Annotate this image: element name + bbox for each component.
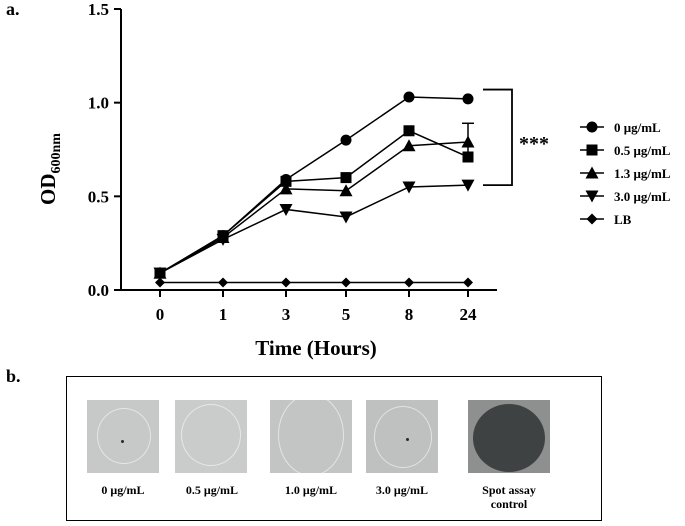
spot-label-0ugml: 0 μg/mL	[101, 483, 145, 497]
data-point	[218, 277, 228, 288]
data-point	[340, 134, 352, 146]
data-point	[462, 151, 474, 163]
data-point	[280, 175, 292, 187]
series-line-3	[159, 184, 469, 274]
legend-marker	[585, 166, 599, 179]
panel-a-label: a.	[6, 0, 20, 19]
data-point	[403, 125, 415, 137]
x-tick-label: 3	[282, 305, 291, 324]
legend-marker	[586, 213, 598, 225]
data-point	[340, 172, 352, 184]
series-line-1	[159, 129, 469, 274]
legend-label: 0 μg/mL	[614, 120, 661, 135]
spot-label-1-0ugml: 1.0 μg/mL	[284, 483, 338, 497]
y-tick-label: 1.5	[88, 0, 109, 19]
data-point	[341, 277, 351, 288]
data-point	[279, 182, 293, 195]
spot-label-control: Spot assay control	[482, 483, 536, 511]
x-tick-label: 8	[405, 305, 414, 324]
spot-label-3-0ugml: 3.0 μg/mL	[375, 483, 429, 497]
y-axis-label: OD600nm	[36, 133, 64, 205]
spot-assay-panel: 0 μg/mL 0.5 μg/mL 1.0 μg/mL 3.0 μg/mL Sp…	[66, 376, 602, 521]
data-point	[461, 135, 475, 148]
x-tick-label: 0	[156, 305, 165, 324]
panel-b-label: b.	[6, 366, 21, 386]
legend-marker	[586, 144, 598, 156]
data-point	[404, 277, 414, 288]
data-point	[463, 277, 473, 288]
y-tick-label: 0.5	[88, 187, 109, 206]
spot-image-control	[468, 400, 550, 473]
significance-label: ***	[519, 133, 549, 155]
data-point	[279, 203, 293, 216]
spot-image-0ugml	[87, 400, 159, 473]
x-tick-label: 1	[219, 305, 228, 324]
x-tick-label: 24	[460, 305, 478, 324]
growth-curve-chart: 0.0 0.5 1.0 1.5 0 1 3 5 8 24 Time (Hours) OD600nm *…	[36, 0, 671, 360]
y-tick-label: 0.0	[88, 281, 109, 300]
data-point	[403, 91, 415, 103]
legend-label: 3.0 μg/mL	[614, 189, 671, 204]
legend-label: 0.5 μg/mL	[614, 143, 671, 158]
data-point	[462, 93, 474, 105]
legend-marker	[585, 190, 599, 203]
series-line-2	[159, 141, 469, 274]
data-point	[339, 184, 353, 197]
data-point	[281, 277, 291, 288]
y-tick-label: 1.0	[88, 94, 109, 113]
legend-label: 1.3 μg/mL	[614, 166, 671, 181]
significance-bracket	[483, 88, 513, 186]
data-point	[216, 233, 230, 246]
data-point	[402, 181, 416, 194]
legend-label: LB	[614, 212, 632, 227]
data-point	[461, 179, 475, 192]
spot-image-1-0ugml	[270, 400, 352, 473]
data-point	[155, 277, 165, 288]
spot-label-0-5ugml: 0.5 μg/mL	[185, 483, 239, 497]
data-point	[339, 211, 353, 224]
x-axis-label: Time (Hours)	[255, 336, 377, 360]
data-point	[153, 267, 167, 280]
x-tick-label: 5	[342, 305, 351, 324]
spot-image-0-5ugml	[175, 400, 247, 473]
spot-image-3-0ugml	[366, 400, 438, 473]
data-point	[402, 139, 416, 152]
legend-marker	[586, 121, 598, 133]
